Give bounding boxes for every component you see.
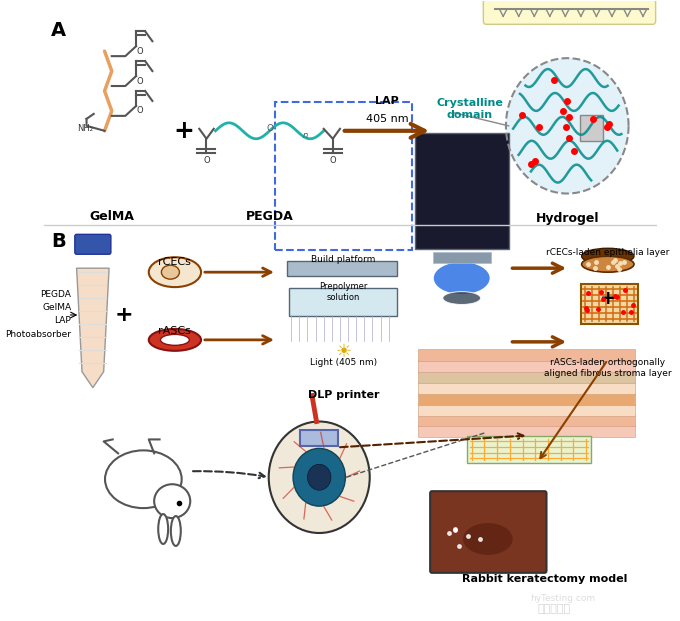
- FancyBboxPatch shape: [415, 133, 509, 249]
- Text: rCECs-laden epithelia layer: rCECs-laden epithelia layer: [546, 248, 670, 257]
- FancyBboxPatch shape: [483, 0, 656, 24]
- FancyBboxPatch shape: [580, 115, 603, 141]
- Text: 嘉峪检测网: 嘉峪检测网: [537, 604, 571, 614]
- Text: Rabbit keratectomy model: Rabbit keratectomy model: [462, 574, 628, 584]
- Text: n: n: [303, 131, 308, 140]
- Text: ☀: ☀: [335, 343, 352, 361]
- Ellipse shape: [149, 257, 201, 287]
- Text: GelMA: GelMA: [89, 211, 134, 224]
- Ellipse shape: [149, 329, 201, 351]
- FancyBboxPatch shape: [467, 437, 591, 463]
- FancyBboxPatch shape: [275, 102, 412, 250]
- Text: rCECs: rCECs: [158, 257, 191, 267]
- Ellipse shape: [160, 334, 189, 345]
- Text: O: O: [137, 106, 143, 116]
- FancyBboxPatch shape: [418, 349, 635, 361]
- FancyBboxPatch shape: [433, 252, 490, 263]
- Ellipse shape: [161, 265, 180, 279]
- Text: O: O: [137, 47, 143, 56]
- FancyBboxPatch shape: [75, 234, 111, 254]
- FancyBboxPatch shape: [581, 284, 639, 324]
- Circle shape: [269, 422, 370, 533]
- Text: Build platform: Build platform: [311, 255, 376, 265]
- Text: O: O: [137, 76, 143, 86]
- Text: Crystalline
domain: Crystalline domain: [437, 98, 503, 120]
- FancyBboxPatch shape: [418, 371, 635, 383]
- FancyBboxPatch shape: [301, 430, 338, 446]
- FancyBboxPatch shape: [418, 425, 635, 437]
- Ellipse shape: [154, 484, 190, 518]
- Text: rASCs: rASCs: [158, 326, 191, 336]
- Text: rASCs-laden orthogonally
aligned fibrous stroma layer: rASCs-laden orthogonally aligned fibrous…: [544, 358, 672, 378]
- Text: +: +: [600, 289, 616, 307]
- Ellipse shape: [158, 514, 168, 544]
- FancyBboxPatch shape: [418, 360, 635, 372]
- Circle shape: [307, 465, 331, 490]
- Ellipse shape: [463, 523, 513, 555]
- Text: PEGDA
GelMA
LAP
Photoabsorber: PEGDA GelMA LAP Photoabsorber: [5, 290, 71, 338]
- Text: B: B: [52, 232, 66, 252]
- Text: DLP printer: DLP printer: [308, 389, 379, 400]
- Text: Hydrogel: Hydrogel: [535, 212, 599, 225]
- Ellipse shape: [581, 248, 634, 264]
- Ellipse shape: [171, 516, 181, 546]
- Text: +: +: [114, 305, 133, 325]
- Ellipse shape: [443, 292, 481, 304]
- Ellipse shape: [581, 256, 634, 272]
- Text: LAP: LAP: [375, 96, 398, 106]
- Polygon shape: [77, 268, 109, 388]
- Text: O: O: [329, 156, 336, 165]
- FancyBboxPatch shape: [418, 392, 635, 404]
- Text: Light (405 nm): Light (405 nm): [310, 358, 377, 367]
- FancyBboxPatch shape: [418, 404, 635, 415]
- FancyBboxPatch shape: [418, 382, 635, 394]
- FancyBboxPatch shape: [287, 261, 396, 276]
- Text: 405 nm: 405 nm: [366, 114, 408, 124]
- FancyBboxPatch shape: [418, 415, 635, 427]
- Ellipse shape: [105, 450, 182, 508]
- Text: hyTesting.com: hyTesting.com: [530, 594, 595, 603]
- Circle shape: [293, 448, 345, 506]
- Text: A: A: [52, 21, 67, 40]
- FancyBboxPatch shape: [430, 491, 547, 573]
- Circle shape: [506, 58, 628, 194]
- Text: PEGDA: PEGDA: [245, 211, 294, 224]
- Text: +: +: [173, 119, 194, 143]
- Ellipse shape: [434, 262, 490, 294]
- Text: O: O: [203, 156, 210, 165]
- Text: Prepolymer
solution: Prepolymer solution: [320, 282, 368, 302]
- Text: O: O: [266, 124, 273, 134]
- Text: NH₂: NH₂: [78, 124, 94, 134]
- FancyBboxPatch shape: [288, 288, 396, 316]
